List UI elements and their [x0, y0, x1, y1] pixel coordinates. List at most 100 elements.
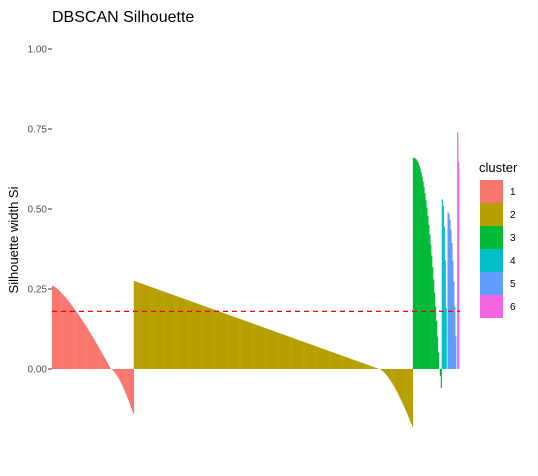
- silhouette-bar-cluster-2: [256, 325, 259, 369]
- chart-title: DBSCAN Silhouette: [52, 9, 194, 26]
- silhouette-bar-cluster-2: [243, 320, 245, 369]
- silhouette-bar-cluster-3: [426, 207, 428, 369]
- silhouette-bar-cluster-1: [96, 344, 98, 369]
- silhouette-bar-cluster-1: [85, 326, 87, 369]
- silhouette-bar-cluster-1: [131, 369, 134, 411]
- silhouette-bar-cluster-3: [440, 369, 442, 389]
- silhouette-bar-cluster-3: [420, 172, 422, 369]
- silhouette-bar-cluster-3: [428, 224, 430, 369]
- silhouette-bar-cluster-2: [368, 365, 370, 369]
- silhouette-bar-cluster-3: [421, 176, 423, 369]
- silhouette-bar-cluster-1: [93, 339, 95, 369]
- silhouette-bar-cluster-1: [102, 354, 104, 369]
- silhouette-bar-cluster-2: [220, 312, 222, 369]
- legend-swatch-1: [480, 180, 503, 203]
- silhouette-bar-cluster-2: [375, 367, 377, 369]
- silhouette-bar-cluster-2: [239, 319, 241, 369]
- silhouette-bar-cluster-2: [352, 359, 354, 369]
- legend-items: 1 2 3 4 5 6: [480, 180, 516, 318]
- silhouette-bar-cluster-2: [235, 317, 237, 369]
- silhouette-bar-cluster-3: [413, 157, 416, 369]
- silhouette-bar-cluster-2: [160, 290, 162, 369]
- silhouette-bar-cluster-1: [121, 369, 123, 385]
- silhouette-bar-cluster-2: [410, 369, 413, 425]
- silhouette-bar-cluster-2: [270, 330, 272, 369]
- silhouette-bar-cluster-2: [229, 315, 231, 369]
- silhouette-bar-cluster-2: [231, 316, 234, 369]
- silhouette-bar-cluster-2: [266, 328, 268, 369]
- silhouette-bar-cluster-2: [139, 283, 141, 369]
- silhouette-bar-cluster-1: [103, 355, 105, 369]
- silhouette-bar-cluster-2: [404, 369, 406, 408]
- silhouette-bar-cluster-2: [237, 318, 239, 369]
- silhouette-bar-cluster-2: [198, 304, 200, 369]
- silhouette-bar-cluster-2: [219, 311, 221, 369]
- silhouette-bar-cluster-2: [165, 292, 167, 369]
- silhouette-bar-cluster-2: [232, 316, 235, 369]
- silhouette-bar-cluster-2: [298, 340, 300, 369]
- silhouette-bar-cluster-1: [128, 369, 131, 403]
- silhouette-bar-cluster-2: [348, 358, 350, 369]
- silhouette-bar-cluster-2: [374, 367, 376, 369]
- silhouette-bar-cluster-2: [295, 339, 297, 369]
- silhouette-bar-cluster-2: [178, 296, 180, 369]
- silhouette-bar-cluster-2: [322, 348, 324, 369]
- silhouette-bar-cluster-1: [94, 340, 96, 369]
- silhouette-bar-cluster-2: [175, 295, 177, 369]
- silhouette-bar-cluster-3: [417, 162, 419, 369]
- legend-label-1: 1: [510, 187, 516, 198]
- silhouette-bar-cluster-2: [251, 323, 253, 369]
- silhouette-bar-cluster-2: [186, 300, 188, 369]
- y-tick-label: 1.00: [28, 45, 48, 56]
- silhouette-bar-cluster-2: [263, 327, 265, 369]
- silhouette-bar-cluster-2: [343, 356, 345, 369]
- silhouette-bar-cluster-1: [73, 308, 75, 369]
- silhouette-bar-cluster-2: [332, 352, 334, 369]
- silhouette-bar-cluster-2: [338, 354, 340, 369]
- silhouette-bar-cluster-1: [64, 297, 66, 369]
- silhouette-bar-cluster-2: [217, 311, 219, 369]
- silhouette-bar-cluster-2: [323, 349, 325, 369]
- silhouette-bar-cluster-1: [106, 362, 109, 369]
- silhouette-bar-cluster-2: [321, 348, 323, 369]
- silhouette-bar-cluster-3: [439, 369, 441, 376]
- silhouette-bar-cluster-2: [314, 346, 316, 369]
- silhouette-bar-cluster-2: [252, 323, 254, 369]
- silhouette-bar-cluster-2: [268, 329, 270, 369]
- silhouette-bar-cluster-2: [344, 356, 346, 369]
- silhouette-bar-cluster-2: [135, 281, 137, 369]
- silhouette-bar-cluster-1: [124, 369, 126, 391]
- silhouette-bar-cluster-2: [164, 292, 166, 369]
- silhouette-bar-cluster-2: [281, 333, 283, 369]
- silhouette-bar-cluster-4: [442, 206, 444, 369]
- silhouette-bar-cluster-5: [450, 229, 452, 369]
- silhouette-bar-cluster-2: [373, 367, 375, 369]
- silhouette-bar-cluster-2: [213, 309, 215, 369]
- silhouette-bar-cluster-6: [458, 161, 460, 369]
- silhouette-bar-cluster-2: [313, 345, 315, 369]
- silhouette-bar-cluster-2: [230, 315, 233, 369]
- silhouette-bar-cluster-2: [227, 314, 229, 369]
- silhouette-bar-cluster-3: [423, 187, 425, 369]
- silhouette-bar-cluster-2: [280, 333, 282, 369]
- silhouette-bar-cluster-2: [331, 351, 333, 369]
- silhouette-bar-cluster-2: [337, 354, 339, 369]
- silhouette-bar-cluster-1: [107, 364, 110, 369]
- silhouette-bar-cluster-2: [342, 356, 344, 369]
- silhouette-bar-cluster-2: [387, 369, 390, 378]
- legend-label-6: 6: [510, 302, 516, 313]
- silhouette-bar-cluster-2: [409, 369, 412, 422]
- silhouette-bar-cluster-2: [233, 316, 236, 369]
- silhouette-bar-cluster-1: [75, 310, 77, 369]
- silhouette-bar-cluster-2: [382, 369, 384, 371]
- silhouette-bar-cluster-1: [77, 313, 79, 369]
- silhouette-bar-cluster-6: [457, 132, 459, 369]
- silhouette-bar-cluster-2: [234, 317, 237, 369]
- silhouette-bar-cluster-2: [171, 294, 173, 369]
- silhouette-bar-cluster-1: [115, 369, 117, 375]
- silhouette-bar-cluster-2: [273, 331, 275, 369]
- silhouette-bar-cluster-2: [159, 290, 161, 369]
- silhouette-bar-cluster-1: [116, 369, 118, 376]
- silhouette-bar-cluster-2: [333, 352, 336, 369]
- silhouette-bar-cluster-2: [180, 297, 183, 369]
